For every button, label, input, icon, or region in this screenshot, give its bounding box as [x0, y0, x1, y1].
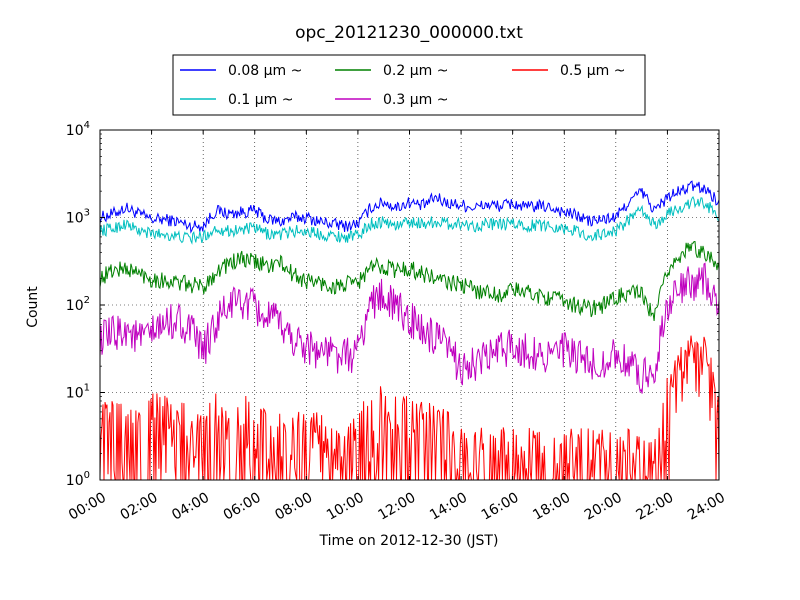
y-tick-label: 104 — [66, 120, 90, 139]
legend-label: 0.3 μm ~ — [383, 92, 448, 108]
y-tick-label: 103 — [66, 208, 90, 227]
x-tick-label: 22:00 — [633, 490, 676, 524]
legend-box — [172, 54, 646, 116]
x-tick-label: 06:00 — [221, 490, 264, 524]
y-tick-label: 100 — [66, 470, 90, 489]
x-tick-label: 18:00 — [530, 490, 573, 524]
series-line — [100, 240, 719, 321]
x-tick-label: 24:00 — [685, 490, 728, 524]
legend-label: 0.5 μm ~ — [560, 63, 625, 79]
legend-label: 0.1 μm ~ — [228, 92, 293, 108]
legend-label: 0.08 μm ~ — [228, 63, 302, 79]
series-line — [100, 262, 719, 394]
series-line — [100, 196, 719, 245]
chart-title: opc_20121230_000000.txt — [295, 23, 523, 43]
x-tick-label: 14:00 — [427, 490, 470, 524]
series-line — [100, 335, 719, 480]
plot-area: 00:00 02:00 04:00 06:00 08:00 10:00 12:00 14:00… — [66, 120, 728, 524]
y-tick-label: 102 — [66, 295, 90, 314]
legend-label: 0.2 μm ~ — [383, 63, 448, 79]
x-tick-label: 12:00 — [376, 490, 419, 524]
x-tick-label: 10:00 — [324, 490, 367, 524]
y-tick-label: 101 — [66, 383, 90, 402]
x-tick-label: 02:00 — [118, 490, 161, 524]
y-axis-label: Count — [25, 286, 41, 328]
x-tick-label: 08:00 — [272, 490, 315, 524]
x-tick-label: 04:00 — [169, 490, 212, 524]
x-tick-label: 20:00 — [582, 490, 625, 524]
x-tick-label: 16:00 — [479, 490, 522, 524]
x-axis-label: Time on 2012-12-30 (JST) — [319, 533, 499, 549]
x-tick-label: 00:00 — [66, 490, 109, 524]
series-line — [100, 180, 719, 234]
legend: 0.08 μm ~ 0.1 μm ~ 0.2 μm ~ 0.3 μm ~ 0.5 μm … — [172, 54, 646, 116]
